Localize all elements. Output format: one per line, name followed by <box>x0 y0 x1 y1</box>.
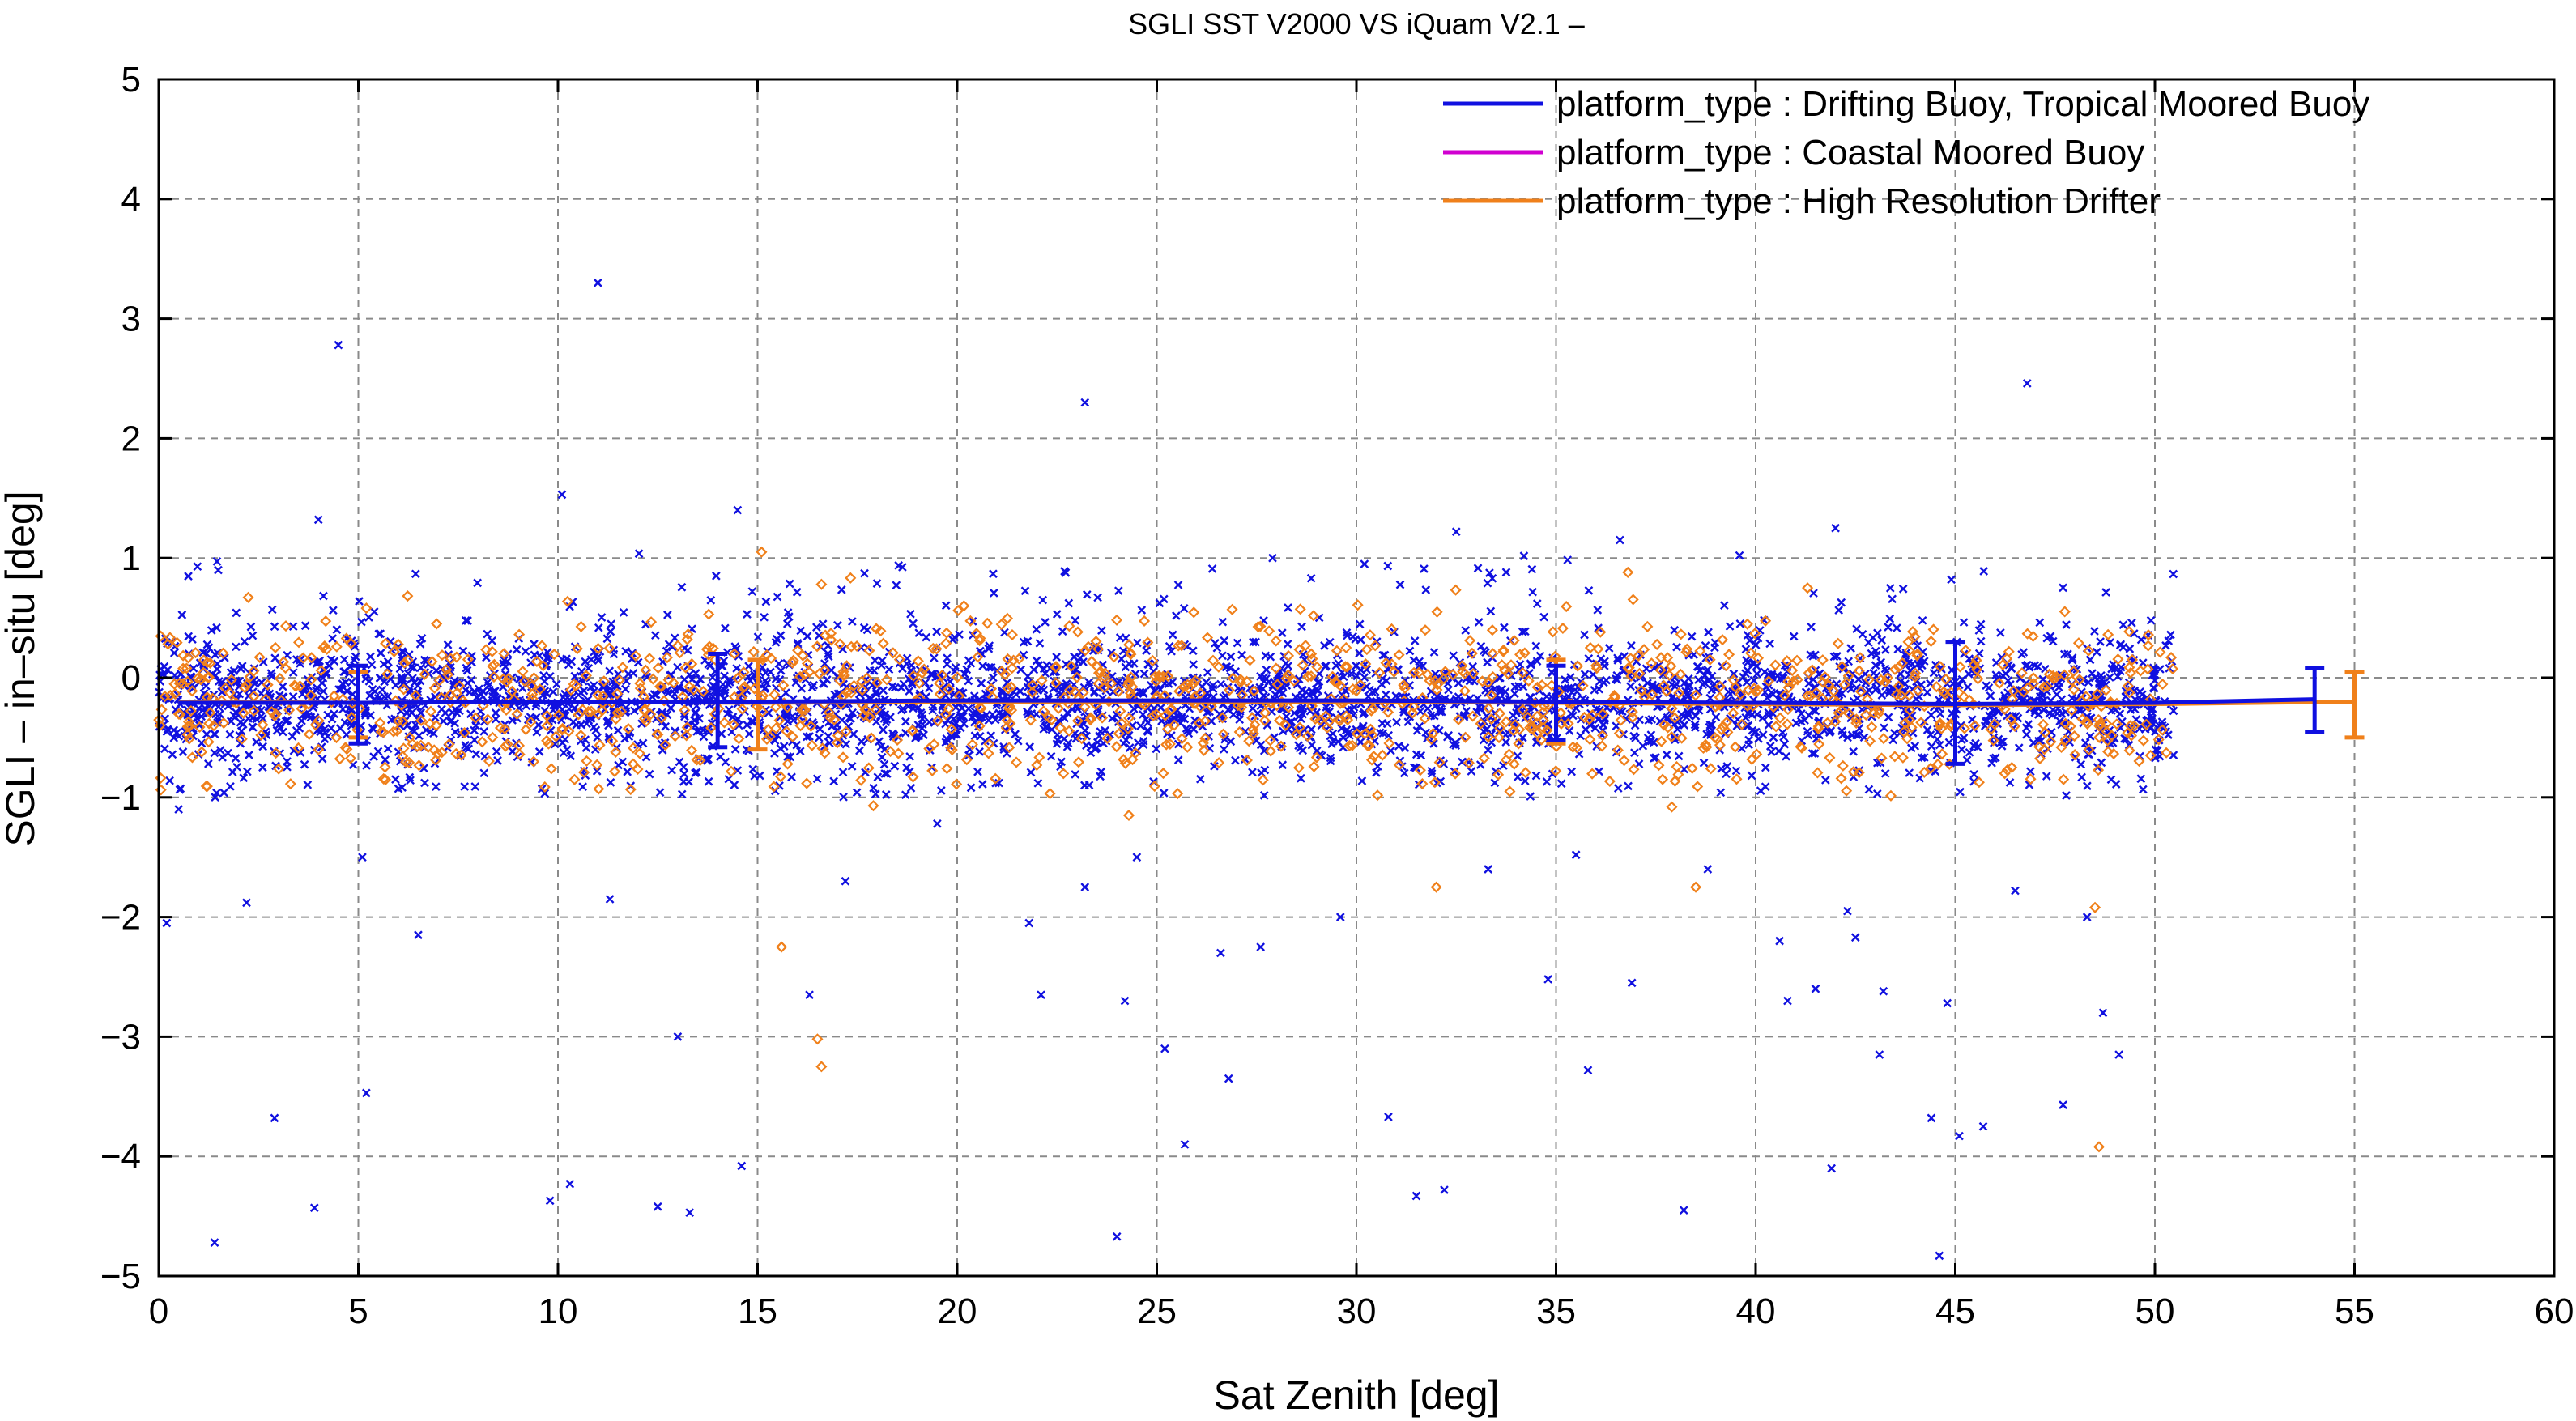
x-tick-label: 0 <box>149 1291 168 1331</box>
legend-label: platform_type : High Resolution Drifter <box>1556 181 2161 221</box>
y-tick-label: 0 <box>121 658 141 698</box>
y-tick-label: −2 <box>100 898 141 938</box>
hrd-error-bar <box>2344 670 2365 740</box>
y-tick-label: −4 <box>100 1137 141 1176</box>
hrd-points <box>153 546 2179 1153</box>
x-tick-label: 30 <box>1337 1291 1377 1331</box>
x-tick-label: 45 <box>1935 1291 1975 1331</box>
y-tick-label: 3 <box>121 300 141 339</box>
drifting-buoy-error-bar <box>1546 663 1566 742</box>
x-tick-label: 35 <box>1536 1291 1576 1331</box>
drifting-buoy-error-bar <box>348 663 368 746</box>
y-tick-label: 1 <box>121 538 141 578</box>
y-tick-label: 2 <box>121 419 141 458</box>
legend-drifting-buoy: platform_type : Drifting Buoy, Tropical … <box>1443 84 2369 124</box>
legend-coastal-moored-buoy: platform_type : Coastal Moored Buoy <box>1443 133 2144 172</box>
y-tick-label: −5 <box>100 1257 141 1296</box>
legend-high-resolution-drifter: platform_type : High Resolution Drifter <box>1443 181 2161 221</box>
y-tick-label: 4 <box>121 180 141 219</box>
x-tick-label: 60 <box>2535 1291 2574 1331</box>
x-tick-label: 10 <box>539 1291 578 1331</box>
drifting-buoy-error-bar <box>1945 640 1965 766</box>
mean-lines <box>178 640 2365 766</box>
x-tick-label: 20 <box>938 1291 977 1331</box>
x-tick-label: 55 <box>2335 1291 2374 1331</box>
y-axis-label: SGLI – in–situ [deg] <box>0 491 43 846</box>
x-axis-label: Sat Zenith [deg] <box>1213 1372 1499 1418</box>
y-tick-label: −1 <box>100 778 141 818</box>
data-points <box>153 278 2179 1261</box>
y-tick-label: −3 <box>100 1017 141 1057</box>
x-tick-label: 5 <box>348 1291 368 1331</box>
y-tick-label: 5 <box>121 60 141 100</box>
x-tick-label: 40 <box>1736 1291 1776 1331</box>
x-tick-label: 15 <box>738 1291 777 1331</box>
x-tick-label: 50 <box>2135 1291 2175 1331</box>
legend-label: platform_type : Coastal Moored Buoy <box>1556 133 2144 172</box>
x-tick-label: 25 <box>1137 1291 1177 1331</box>
drifting-buoy-error-bar <box>2305 666 2325 734</box>
legend-label: platform_type : Drifting Buoy, Tropical … <box>1556 84 2369 124</box>
legend: platform_type : Drifting Buoy, Tropical … <box>1443 84 2369 221</box>
hrd-error-bar <box>747 657 768 752</box>
drifting-buoy-error-bar <box>708 651 728 750</box>
chart-title: SGLI SST V2000 VS iQuam V2.1 – <box>1128 7 1585 40</box>
drifting-buoy-mean-line <box>178 697 2315 707</box>
